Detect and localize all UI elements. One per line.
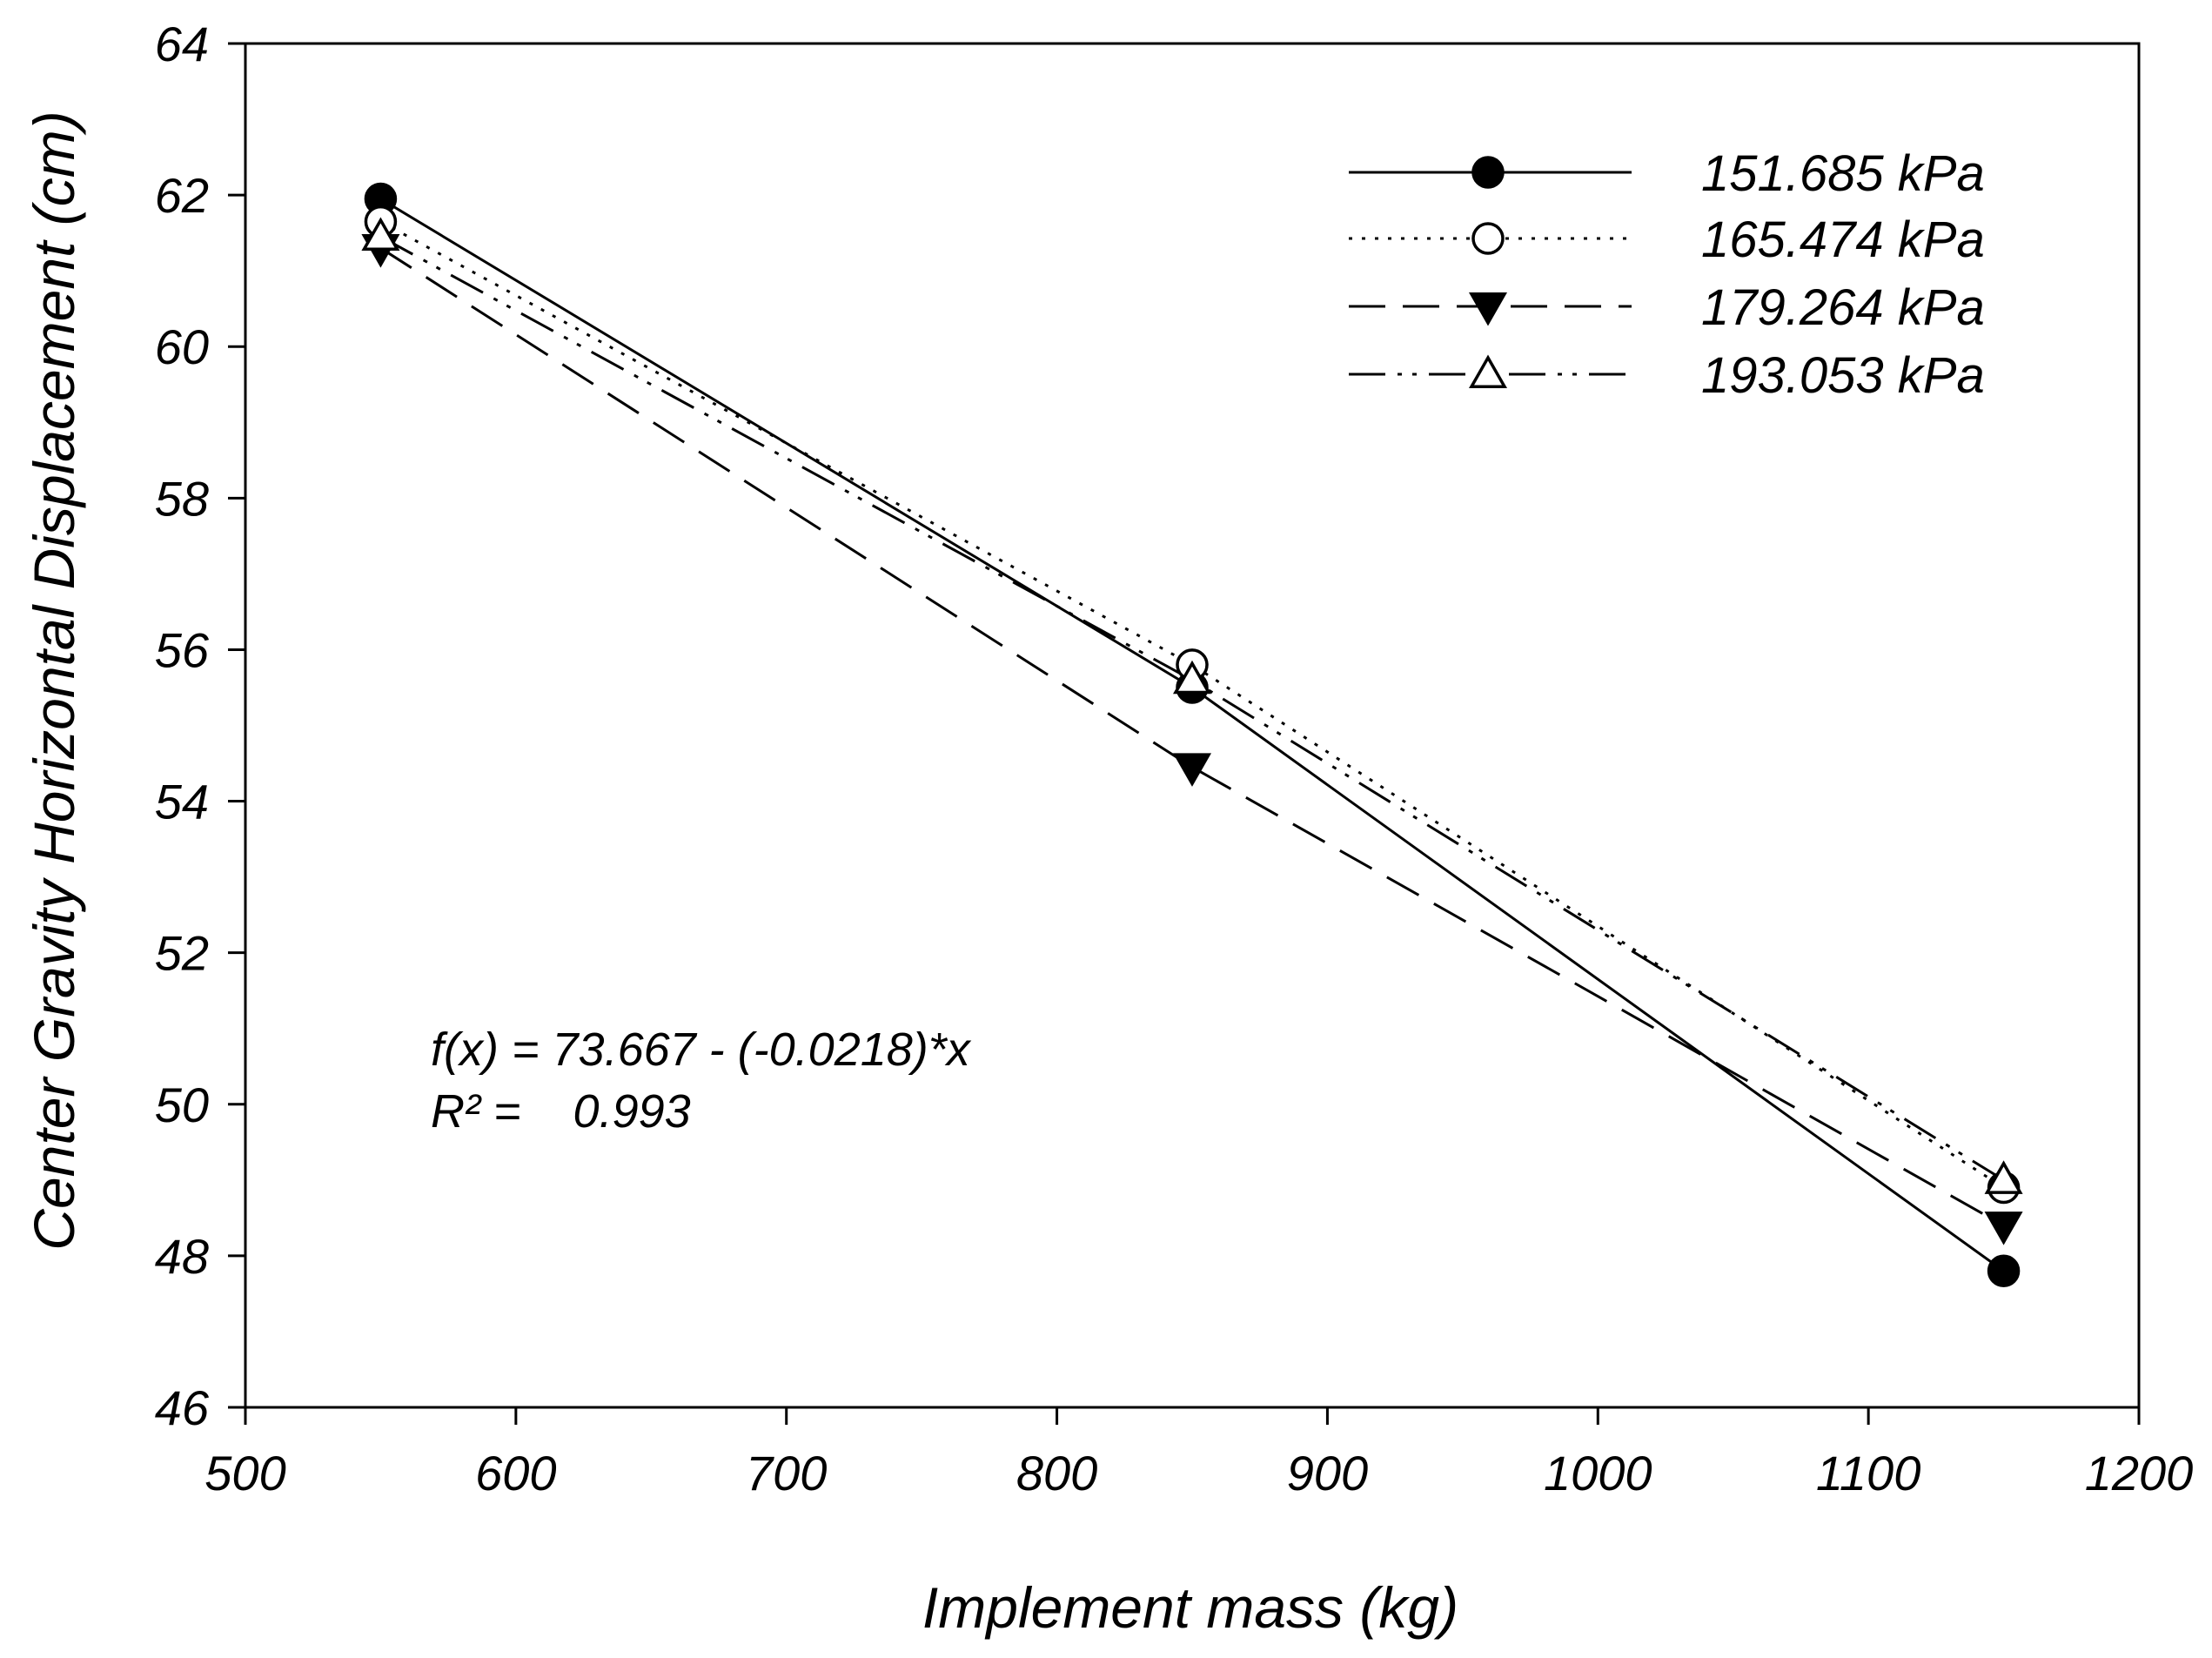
legend-entry: 179.264 kPa <box>1349 279 1985 336</box>
x-tick-label: 1200 <box>2085 1446 2194 1500</box>
series-markers <box>361 182 2023 1288</box>
plot-frame <box>244 42 2141 1409</box>
data-point-series-3 <box>1984 1212 2023 1245</box>
series-line-3 <box>379 246 2005 1227</box>
legend-marker <box>1471 156 1505 189</box>
legend-entry: 151.685 kPa <box>1349 145 1985 202</box>
y-tick-label: 64 <box>155 17 209 71</box>
y-tick-label: 60 <box>155 319 209 374</box>
y-tick-label: 48 <box>155 1229 209 1284</box>
data-point-series-3 <box>1172 753 1212 787</box>
y-tick-label: 54 <box>155 775 209 829</box>
x-tick-label: 800 <box>1016 1446 1097 1500</box>
y-tick-label: 50 <box>155 1077 209 1132</box>
x-tick-label: 900 <box>1287 1446 1368 1500</box>
legend-label: 193.053 kPa <box>1701 347 1985 404</box>
legend-marker <box>1468 354 1508 388</box>
series-line-2 <box>379 220 2005 1189</box>
x-tick-label: 600 <box>475 1446 556 1500</box>
legend-label: 179.264 kPa <box>1701 279 1985 336</box>
axes-ticks: 500 600 700 800 900 1000 1100 1200 46 48 50 52 54 56 5… <box>155 17 2194 1500</box>
data-point-series-1 <box>1987 1254 2021 1288</box>
regression-r-squared: R² = 0.993 <box>431 1085 691 1138</box>
legend-entry: 193.053 kPa <box>1349 347 1985 404</box>
y-tick-label: 46 <box>155 1380 210 1435</box>
x-tick-label: 700 <box>746 1446 827 1500</box>
legend-label: 151.685 kPa <box>1701 145 1985 202</box>
regression-equation: f(x) = 73.667 - (-0.0218)*x <box>431 1024 972 1076</box>
plot-area-border <box>244 42 2141 1409</box>
x-tick-label: 1100 <box>1816 1446 1920 1500</box>
x-tick-label: 1000 <box>1544 1446 1652 1500</box>
data-point-series-4 <box>1984 1160 2023 1194</box>
x-axis-title: Implement mass (kg) <box>922 1575 1458 1640</box>
y-tick-label: 56 <box>155 622 210 677</box>
legend-marker <box>1471 222 1505 255</box>
data-point-series-4 <box>1172 660 1212 695</box>
y-tick-label: 58 <box>155 471 209 526</box>
legend: 151.685 kPa 165.474 kPa 179.264 kPa 193.053… <box>1349 145 1985 404</box>
x-tick-label: 500 <box>204 1446 285 1500</box>
y-axis-title: Center Gravity Horizontal Displacement (… <box>22 111 86 1250</box>
data-point-series-4 <box>361 217 400 251</box>
y-tick-label: 62 <box>155 168 209 223</box>
legend-entry: 165.474 kPa <box>1349 211 1985 268</box>
y-tick-label: 52 <box>155 926 209 981</box>
legend-marker <box>1468 292 1508 326</box>
legend-label: 165.474 kPa <box>1701 211 1985 268</box>
